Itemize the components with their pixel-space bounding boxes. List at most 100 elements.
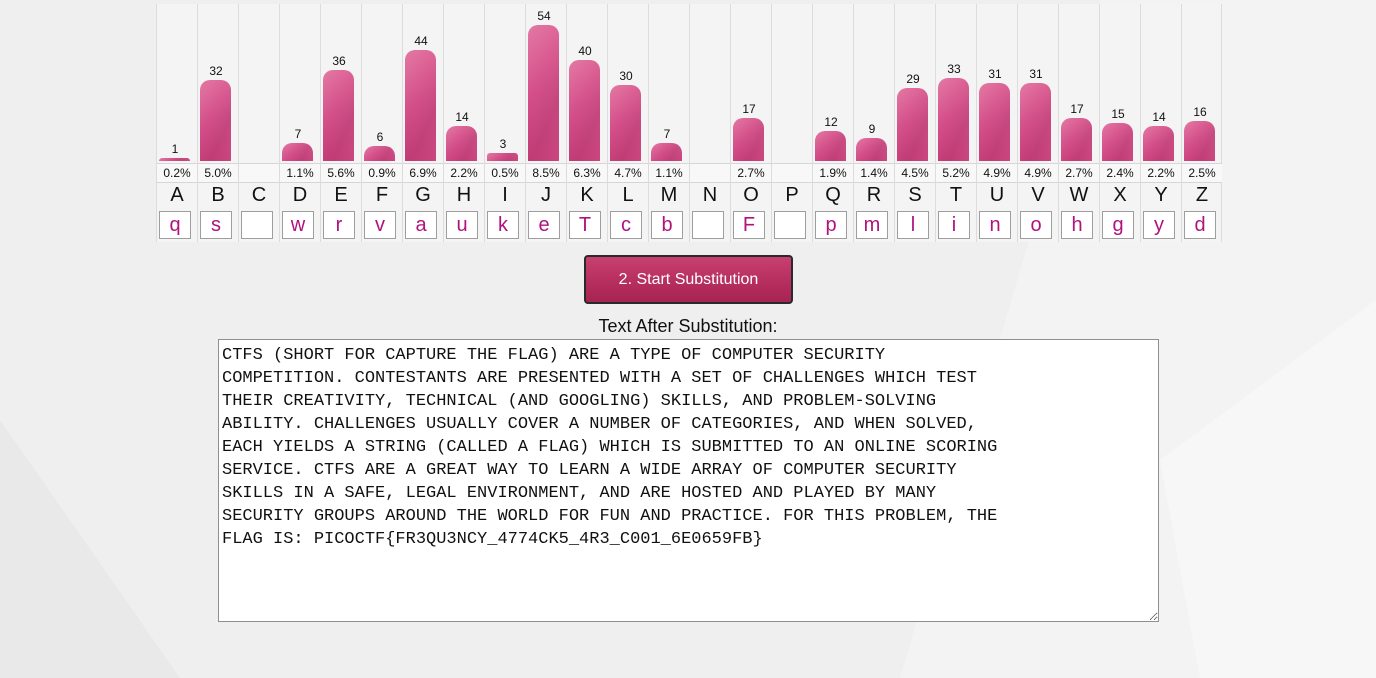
bar-area: 29 — [895, 4, 935, 161]
frequency-bar — [815, 131, 846, 161]
frequency-bar — [979, 83, 1010, 161]
letter-column-e: 36 5.6% E — [320, 4, 361, 242]
letter-column-z: 16 2.5% Z — [1181, 4, 1222, 242]
frequency-bar — [938, 78, 969, 161]
letter-column-q: 12 1.9% Q — [812, 4, 853, 242]
cipher-letter: G — [415, 184, 431, 206]
cipher-letter: C — [251, 184, 267, 206]
substitution-input-b[interactable] — [200, 211, 232, 239]
substitution-input-t[interactable] — [938, 211, 970, 239]
bar-area: 14 — [444, 4, 484, 161]
cipher-letter: L — [622, 184, 634, 206]
percent-label: 4.5% — [895, 163, 935, 183]
substitution-input-u[interactable] — [979, 211, 1011, 239]
cipher-letter: D — [292, 184, 308, 206]
bar-area: 14 — [1141, 4, 1181, 161]
bar-count-label: 31 — [988, 67, 1002, 81]
cipher-letter: H — [456, 184, 472, 206]
letter-column-k: 40 6.3% K — [566, 4, 607, 242]
bar-count-label: 29 — [906, 72, 920, 86]
start-substitution-button[interactable]: 2. Start Substitution — [584, 255, 793, 304]
percent-label: 5.2% — [936, 163, 976, 183]
bar-count-label: 16 — [1193, 105, 1207, 119]
substitution-input-a[interactable] — [159, 211, 191, 239]
letter-column-n: N — [689, 4, 730, 242]
substitution-input-v[interactable] — [1020, 211, 1052, 239]
substitution-input-f[interactable] — [364, 211, 396, 239]
frequency-bar — [733, 118, 764, 161]
frequency-bar — [159, 158, 190, 161]
bar-count-label: 33 — [947, 62, 961, 76]
percent-label: 4.7% — [608, 163, 648, 183]
percent-label: 4.9% — [1018, 163, 1058, 183]
bar-area — [239, 4, 279, 161]
letter-column-b: 32 5.0% B — [197, 4, 238, 242]
letter-column-g: 44 6.9% G — [402, 4, 443, 242]
substitution-input-q[interactable] — [815, 211, 847, 239]
letter-column-y: 14 2.2% Y — [1140, 4, 1181, 242]
letter-column-a: 1 0.2% A — [156, 4, 197, 242]
percent-label — [772, 163, 812, 183]
letter-column-d: 7 1.1% D — [279, 4, 320, 242]
bar-area: 1 — [157, 4, 197, 161]
substitution-input-n[interactable] — [692, 211, 724, 239]
bar-count-label: 12 — [824, 115, 838, 129]
bar-count-label: 44 — [414, 34, 428, 48]
substitution-input-m[interactable] — [651, 211, 683, 239]
letter-column-w: 17 2.7% W — [1058, 4, 1099, 242]
frequency-bar — [610, 85, 641, 161]
cipher-letter: B — [211, 184, 225, 206]
percent-label: 2.5% — [1182, 163, 1222, 183]
percent-label — [690, 163, 730, 183]
letter-column-s: 29 4.5% S — [894, 4, 935, 242]
substitution-input-j[interactable] — [528, 211, 560, 239]
bar-area: 31 — [1018, 4, 1058, 161]
frequency-bar — [528, 25, 559, 161]
substitution-input-y[interactable] — [1143, 211, 1175, 239]
bar-count-label: 30 — [619, 69, 633, 83]
substitution-input-i[interactable] — [487, 211, 519, 239]
substitution-input-w[interactable] — [1061, 211, 1093, 239]
frequency-bar — [282, 143, 313, 161]
cipher-letter: J — [541, 184, 551, 206]
cipher-letter: Z — [1195, 184, 1209, 206]
cipher-letter: W — [1069, 184, 1089, 206]
cipher-letter: Y — [1154, 184, 1168, 206]
letter-column-j: 54 8.5% J — [525, 4, 566, 242]
bar-count-label: 54 — [537, 9, 551, 23]
substitution-input-x[interactable] — [1102, 211, 1134, 239]
letter-column-t: 33 5.2% T — [935, 4, 976, 242]
percent-label: 6.9% — [403, 163, 443, 183]
substitution-input-z[interactable] — [1184, 211, 1216, 239]
result-textarea[interactable]: CTFS (SHORT FOR CAPTURE THE FLAG) ARE A … — [218, 339, 1159, 622]
result-label: Text After Substitution: — [598, 316, 778, 336]
percent-label: 0.2% — [157, 163, 197, 183]
substitution-input-e[interactable] — [323, 211, 355, 239]
substitution-input-r[interactable] — [856, 211, 888, 239]
letter-column-l: 30 4.7% L — [607, 4, 648, 242]
substitution-input-c[interactable] — [241, 211, 273, 239]
bar-count-label: 6 — [376, 130, 384, 144]
substitution-input-h[interactable] — [446, 211, 478, 239]
bar-count-label: 1 — [171, 142, 179, 156]
percent-label — [239, 163, 279, 183]
letter-column-m: 7 1.1% M — [648, 4, 689, 242]
bar-count-label: 14 — [1152, 110, 1166, 124]
letter-column-r: 9 1.4% R — [853, 4, 894, 242]
substitution-input-k[interactable] — [569, 211, 601, 239]
substitution-input-g[interactable] — [405, 211, 437, 239]
substitution-input-o[interactable] — [733, 211, 765, 239]
letter-column-o: 17 2.7% O — [730, 4, 771, 242]
substitution-input-s[interactable] — [897, 211, 929, 239]
percent-label: 1.1% — [649, 163, 689, 183]
substitution-input-l[interactable] — [610, 211, 642, 239]
bar-area — [690, 4, 730, 161]
frequency-bar — [1061, 118, 1092, 161]
bar-area: 33 — [936, 4, 976, 161]
frequency-bar — [487, 153, 518, 161]
substitution-input-p[interactable] — [774, 211, 806, 239]
substitution-input-d[interactable] — [282, 211, 314, 239]
bar-count-label: 15 — [1111, 107, 1125, 121]
percent-label: 2.2% — [1141, 163, 1181, 183]
bar-count-label: 14 — [455, 110, 469, 124]
